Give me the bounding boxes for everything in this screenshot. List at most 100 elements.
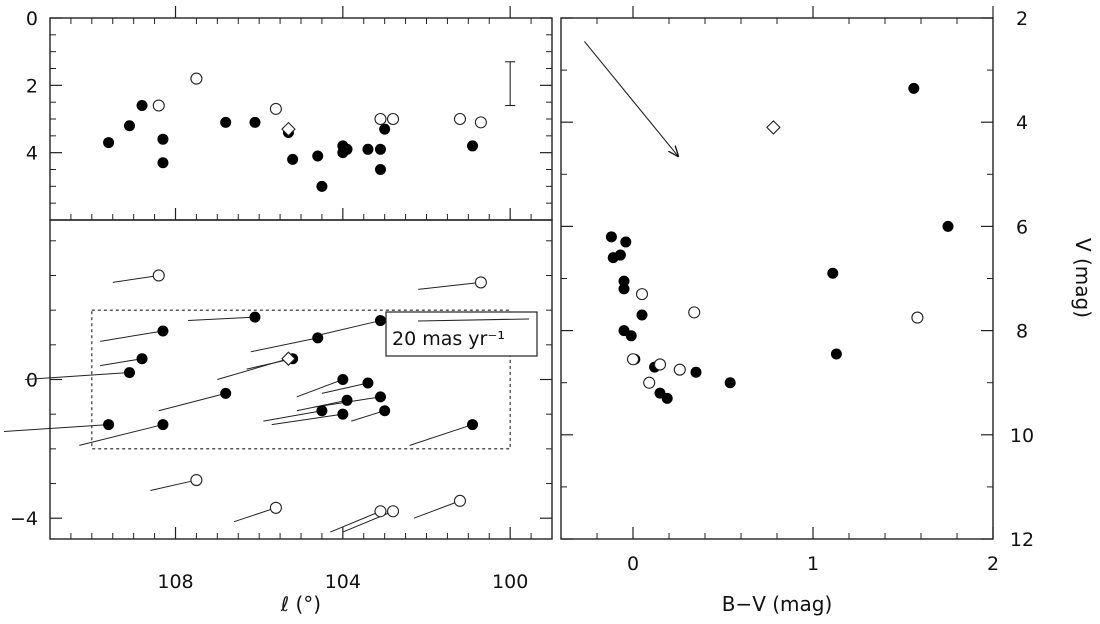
- cmd-data-point: [643, 376, 656, 389]
- legend-scale-line: [417, 318, 530, 322]
- top-data-point: [281, 121, 296, 137]
- proper-motion-vector: [351, 410, 385, 422]
- bottom-data-point: [269, 501, 282, 514]
- top-data-point: [157, 133, 169, 145]
- top-data-point: [453, 112, 467, 126]
- bottom-data-point: [341, 394, 353, 406]
- top-data-point: [190, 72, 203, 85]
- top-data-point: [379, 123, 391, 135]
- proper-motion-vector: [217, 358, 289, 380]
- proper-motion-vector: [24, 372, 130, 380]
- y-tick-label: 12: [1010, 529, 1034, 551]
- top-data-point: [341, 143, 353, 155]
- proper-motion-vector: [3, 424, 109, 433]
- proper-motion-vector: [271, 413, 343, 426]
- cmd-data-point: [908, 82, 920, 94]
- proper-motion-vector: [296, 379, 344, 398]
- proper-motion-vector: [321, 382, 369, 394]
- top-data-point: [249, 116, 261, 128]
- x-tick-label: 108: [157, 571, 193, 593]
- cmd-data-point: [614, 249, 626, 261]
- cmd-data-point: [605, 231, 617, 243]
- y-tick-label: −4: [10, 508, 38, 530]
- proper-motion-vector: [263, 410, 323, 422]
- cmd-data-point: [625, 330, 637, 342]
- bottom-data-point: [474, 276, 487, 289]
- cmd-data-point: [618, 283, 630, 295]
- top-data-point: [136, 100, 148, 112]
- cmd-data-point: [827, 267, 839, 279]
- bottom-data-point: [157, 419, 169, 431]
- cmd-data-point: [636, 309, 648, 321]
- x-tick-label: 0: [627, 553, 639, 575]
- top-data-point: [467, 140, 479, 152]
- proper-motion-vector: [418, 281, 481, 290]
- cmd-data-point: [690, 366, 702, 378]
- bottom-data-point: [337, 374, 349, 385]
- y-tick-label: 10: [1010, 425, 1034, 447]
- y-tick-label: 8: [1016, 321, 1028, 343]
- top-data-point: [312, 150, 324, 162]
- proper-motion-vector: [79, 424, 164, 446]
- proper-motion-vector: [158, 392, 226, 412]
- bottom-data-point: [220, 387, 232, 399]
- proper-motion-vector: [112, 274, 159, 283]
- top-data-point: [386, 112, 400, 126]
- proper-motion-vector: [100, 330, 164, 342]
- proper-motion-legend: 20 mas yr⁻¹: [385, 311, 538, 357]
- proper-motion-vector: [188, 316, 256, 322]
- top-data-point: [157, 157, 169, 169]
- bottom-data-point: [157, 325, 169, 337]
- cmd-data-point: [766, 120, 781, 135]
- top-data-point: [287, 153, 299, 165]
- bottom-data-point: [281, 351, 296, 366]
- cmd-data-point: [618, 275, 630, 287]
- top-data-point: [123, 120, 135, 132]
- top-data-point: [269, 102, 282, 115]
- cmd-data-point: [911, 311, 924, 324]
- bottom-data-point: [190, 474, 203, 487]
- bottom-data-point: [123, 367, 135, 379]
- top-data-point: [103, 137, 115, 149]
- proper-motion-vector: [233, 507, 277, 523]
- cmd-data-point: [673, 363, 686, 376]
- right-x-axis-label: B−V (mag): [722, 592, 833, 616]
- bottom-data-point: [362, 377, 374, 389]
- bottom-left-panel-frame: [49, 219, 553, 540]
- cmd-data-point: [942, 220, 954, 232]
- y-tick-label: 2: [26, 75, 38, 97]
- bottom-data-point: [379, 405, 391, 417]
- cmd-data-point: [724, 377, 736, 389]
- top-left-panel: 0 2 4: [26, 6, 552, 220]
- y-tick-label: 4: [1016, 112, 1028, 134]
- cmd-data-point: [653, 358, 667, 371]
- bottom-data-point: [374, 315, 386, 327]
- top-data-point: [474, 116, 487, 129]
- top-data-point: [362, 143, 374, 155]
- proper-motion-vector: [413, 500, 461, 519]
- bottom-data-point: [249, 311, 261, 323]
- bottom-left-panel: 0 −4 108 104 100: [3, 240, 552, 593]
- cmd-data-point: [635, 288, 649, 301]
- selection-box: [91, 309, 511, 450]
- legend-label: 20 mas yr⁻¹: [392, 328, 505, 350]
- bottom-data-point: [312, 332, 324, 344]
- y-tick-label: 4: [26, 143, 38, 165]
- reddening-arrow: [583, 41, 678, 156]
- bottom-data-point: [316, 405, 328, 417]
- proper-motion-vector: [409, 424, 473, 446]
- bottom-data-point: [103, 419, 115, 431]
- right-y-axis-label: V (mag): [1071, 238, 1095, 318]
- bottom-data-point: [374, 391, 386, 403]
- x-tick-label: 2: [987, 553, 999, 575]
- top-data-point: [374, 143, 386, 155]
- cmd-data-point: [661, 392, 673, 404]
- proper-motion-vector: [321, 320, 381, 335]
- bottom-x-axis-label: ℓ (°): [280, 592, 321, 616]
- bottom-data-point: [152, 269, 165, 282]
- proper-motion-vector: [250, 337, 318, 353]
- top-data-point: [374, 112, 387, 126]
- proper-motion-vector: [100, 358, 143, 367]
